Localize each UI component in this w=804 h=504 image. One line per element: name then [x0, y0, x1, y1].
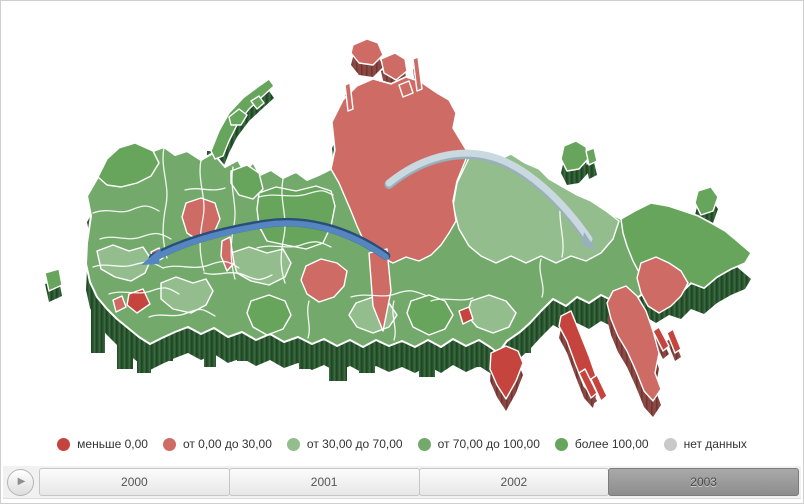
map-region[interactable] [636, 256, 689, 314]
map-region[interactable] [112, 295, 127, 313]
legend-swatch [554, 437, 568, 451]
timeline-years: 2000 2001 2002 2003 [39, 468, 799, 496]
region-kamchatka[interactable] [606, 285, 662, 402]
timeline: ▶ 2000 2001 2002 2003 [3, 466, 801, 499]
timeline-year-2001[interactable]: 2001 [228, 468, 420, 496]
legend-label: меньше 0,00 [77, 437, 148, 451]
timeline-year-2002[interactable]: 2002 [418, 468, 610, 496]
map-region[interactable] [458, 306, 474, 325]
legend-swatch [417, 437, 431, 451]
legend-item[interactable]: от 70,00 до 100,00 [417, 437, 540, 451]
map-region[interactable] [126, 288, 151, 314]
timeline-year-2000[interactable]: 2000 [39, 468, 230, 496]
legend: меньше 0,00 от 0,00 до 30,00 от 30,00 до… [1, 431, 803, 457]
arrowhead-east-icon [582, 232, 597, 251]
legend-swatch [663, 437, 677, 451]
legend-item[interactable]: меньше 0,00 [57, 437, 148, 451]
island[interactable] [350, 38, 384, 66]
map-region[interactable] [300, 258, 348, 303]
map-region[interactable] [160, 276, 214, 314]
legend-item[interactable]: более 100,00 [554, 437, 649, 451]
island[interactable] [344, 82, 354, 112]
legend-label: от 70,00 до 100,00 [437, 437, 540, 451]
arrowhead-west-icon [141, 248, 161, 265]
map-region[interactable] [246, 294, 292, 336]
island[interactable] [398, 80, 414, 98]
island[interactable] [380, 52, 408, 81]
map-region[interactable] [220, 236, 235, 272]
island[interactable] [228, 108, 248, 126]
flow-arrow-east [384, 149, 597, 251]
map-region[interactable] [452, 152, 620, 264]
legend-swatch [286, 437, 300, 451]
flow-arrow-west [141, 217, 391, 265]
legend-label: более 100,00 [574, 437, 649, 451]
legend-label: от 0,00 до 30,00 [182, 437, 272, 451]
island[interactable] [694, 186, 719, 216]
island[interactable] [250, 95, 265, 110]
russia-3d-map [44, 38, 752, 417]
legend-label: нет данных [683, 437, 747, 451]
region-kaliningrad[interactable] [44, 268, 63, 292]
island[interactable] [560, 140, 589, 172]
legend-item[interactable]: от 30,00 до 70,00 [286, 437, 403, 451]
island[interactable] [585, 147, 598, 166]
play-button[interactable]: ▶ [7, 468, 34, 496]
legend-swatch [162, 437, 176, 451]
map-region[interactable] [96, 244, 152, 282]
island[interactable] [412, 56, 423, 92]
play-icon: ▶ [17, 476, 26, 487]
legend-swatch [57, 437, 71, 451]
legend-item[interactable]: нет данных [663, 437, 747, 451]
legend-label: от 30,00 до 70,00 [306, 437, 403, 451]
regions-light [96, 152, 620, 334]
map-region[interactable] [97, 142, 160, 188]
island[interactable] [590, 374, 608, 402]
legend-item[interactable]: от 0,00 до 30,00 [162, 437, 272, 451]
map-region[interactable] [489, 345, 524, 400]
map-region[interactable] [406, 294, 454, 336]
regions-red [112, 38, 689, 402]
timeline-year-2003[interactable]: 2003 [608, 468, 799, 496]
island[interactable] [652, 326, 670, 352]
island[interactable] [666, 328, 682, 354]
